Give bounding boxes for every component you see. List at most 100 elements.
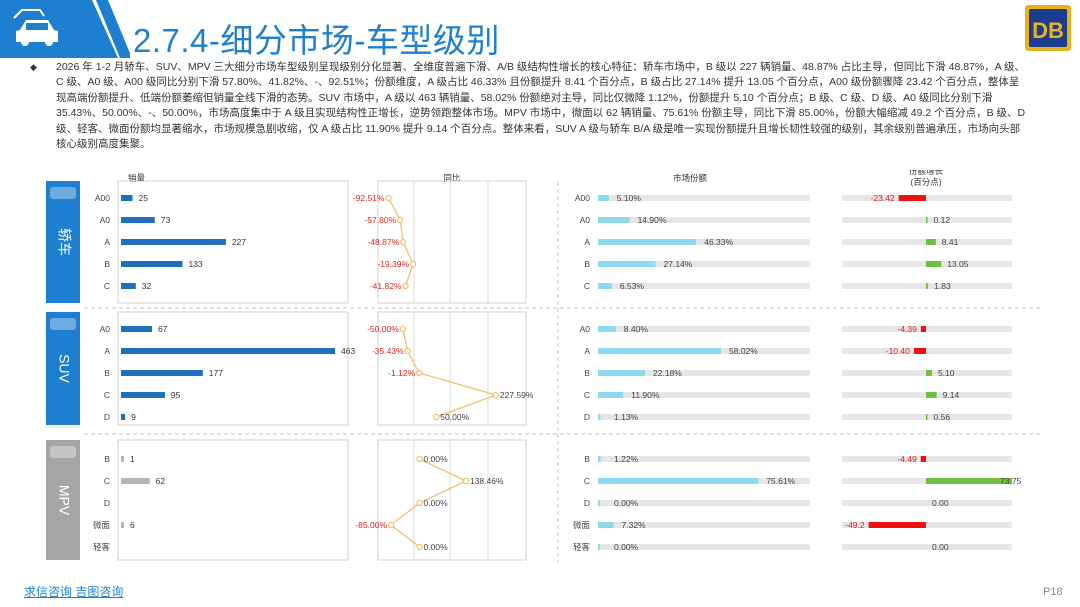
- share-category-label: D: [584, 498, 590, 508]
- yoy-value-label: -48.87%: [367, 237, 399, 247]
- share-bar: [598, 456, 601, 462]
- growth-bar-track: [842, 195, 1012, 201]
- growth-bar-track: [842, 326, 1012, 332]
- share-bar-track: [598, 217, 810, 223]
- sales-bar: [121, 456, 124, 462]
- sales-category-label: D: [104, 498, 110, 508]
- growth-bar: [926, 392, 937, 398]
- summary-text: 2026 年 1-2 月轿车、SUV、MPV 三大细分市场车型级别呈现级别分化显…: [56, 61, 1026, 151]
- sales-value-label: 32: [142, 281, 152, 291]
- sales-value-label: 227: [232, 237, 246, 247]
- growth-value-label: -4.49: [897, 454, 917, 464]
- share-value-label: 46.33%: [704, 237, 733, 247]
- share-value-label: 58.02%: [729, 346, 758, 356]
- yoy-point: [404, 347, 411, 355]
- sales-value-label: 463: [341, 346, 355, 356]
- share-bar-track: [598, 370, 810, 376]
- share-category-label: D: [584, 412, 590, 422]
- segment-tab-2: [46, 440, 80, 560]
- sales-bar: [121, 239, 226, 245]
- yoy-value-label: -19.39%: [377, 259, 409, 269]
- growth-subheader: (百分点): [910, 177, 941, 187]
- sales-category-label: C: [104, 281, 110, 291]
- share-category-label: 轻客: [573, 542, 591, 552]
- share-bar: [598, 348, 722, 354]
- share-value-label: 11.90%: [631, 390, 660, 400]
- share-bar: [598, 544, 600, 550]
- sales-value-label: 1: [130, 454, 135, 464]
- sales-value-label: 67: [158, 324, 168, 334]
- share-bar: [598, 217, 630, 223]
- growth-bar: [926, 414, 928, 420]
- segment-tab-label-0: 轿车: [56, 228, 72, 256]
- yoy-value-label: 0.00%: [424, 542, 449, 552]
- share-bar-track: [598, 544, 810, 550]
- sales-value-label: 25: [139, 193, 149, 203]
- share-bar: [598, 500, 600, 506]
- share-bar-track: [598, 414, 810, 420]
- share-category-label: A: [584, 346, 590, 356]
- share-value-label: 5.10%: [617, 193, 642, 203]
- sales-category-label: A00: [95, 193, 110, 203]
- growth-bar: [926, 478, 1012, 484]
- sales-bar: [121, 392, 165, 398]
- yoy-point: [396, 216, 404, 224]
- growth-value-label: -23.42: [871, 193, 895, 203]
- share-bar: [598, 326, 616, 332]
- sales-category-label: A: [104, 237, 110, 247]
- share-value-label: 27.14%: [664, 259, 693, 269]
- growth-value-label: 1.83: [934, 281, 951, 291]
- growth-value-label: -49.2: [845, 520, 865, 530]
- share-bar: [598, 261, 656, 267]
- yoy-frame-1: [377, 311, 527, 426]
- sales-category-label: A0: [100, 324, 111, 334]
- share-category-label: B: [584, 454, 590, 464]
- brand-logo-text: DB: [1032, 18, 1064, 43]
- segment-tab-0: [46, 181, 80, 303]
- yoy-point: [409, 260, 417, 268]
- share-bar: [598, 522, 614, 528]
- share-value-label: 0.00%: [614, 498, 639, 508]
- share-bar: [598, 414, 601, 420]
- share-bar-track: [598, 392, 810, 398]
- segment-tab-icon-0: [50, 187, 76, 199]
- growth-bar-track: [842, 522, 1012, 528]
- yoy-point: [402, 282, 409, 290]
- share-value-label: 0.00%: [614, 542, 639, 552]
- yoy-value-label: -1.12%: [388, 368, 415, 378]
- sales-header: 销量: [128, 173, 146, 183]
- yoy-value-label: -57.80%: [364, 215, 396, 225]
- growth-value-label: 9.14: [943, 390, 960, 400]
- growth-bar: [926, 370, 932, 376]
- sales-category-label: D: [104, 412, 110, 422]
- share-value-label: 14.90%: [638, 215, 667, 225]
- share-category-label: 微面: [573, 520, 591, 530]
- share-value-label: 1.13%: [614, 412, 639, 422]
- growth-value-label: -10.40: [886, 346, 910, 356]
- sales-bar: [121, 326, 152, 332]
- sales-bar: [121, 414, 126, 420]
- yoy-value-label: -85.00%: [355, 520, 387, 530]
- growth-value-label: 0.56: [934, 412, 951, 422]
- growth-bar: [926, 261, 942, 267]
- growth-bar: [920, 326, 926, 332]
- sales-value-label: 9: [131, 412, 136, 422]
- sales-value-label: 133: [188, 259, 202, 269]
- yoy-value-label: -35.43%: [372, 346, 404, 356]
- share-bar-track: [598, 326, 810, 332]
- sales-category-label: A: [104, 346, 110, 356]
- growth-bar-track: [842, 544, 1012, 550]
- yoy-point: [416, 499, 423, 507]
- growth-bar: [913, 348, 926, 354]
- growth-value-label: 5.10: [938, 368, 955, 378]
- growth-bar: [926, 283, 929, 289]
- share-category-label: C: [584, 476, 590, 486]
- yoy-value-label: 0.00%: [424, 454, 449, 464]
- sales-category-label: B: [104, 454, 110, 464]
- segment-tab-label-1: SUV: [56, 354, 72, 383]
- share-bar-track: [598, 500, 810, 506]
- car-icon: [0, 0, 130, 58]
- share-bar-track: [598, 456, 810, 462]
- footer-links[interactable]: 求信咨询 吉图咨询: [24, 585, 124, 599]
- sales-frame-0: [117, 180, 349, 304]
